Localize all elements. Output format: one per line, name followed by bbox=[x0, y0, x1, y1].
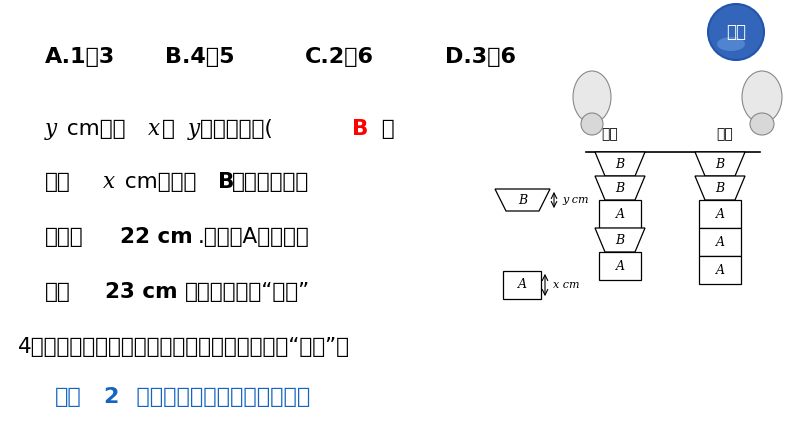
Text: B.4，5: B.4，5 bbox=[165, 47, 234, 67]
Bar bbox=[599, 252, 641, 280]
Text: B: B bbox=[615, 233, 625, 246]
Text: A: A bbox=[715, 236, 724, 249]
Text: A.1，3: A.1，3 bbox=[45, 47, 115, 67]
Text: cm，每块: cm，每块 bbox=[118, 172, 196, 192]
Text: 23 cm: 23 cm bbox=[105, 282, 178, 302]
Ellipse shape bbox=[750, 113, 774, 135]
Ellipse shape bbox=[717, 37, 745, 51]
Polygon shape bbox=[495, 189, 550, 211]
Text: cm，则: cm，则 bbox=[60, 119, 125, 139]
Text: A: A bbox=[715, 263, 724, 277]
Text: 应用: 应用 bbox=[55, 387, 82, 407]
Bar bbox=[699, 256, 741, 284]
Text: 小强: 小强 bbox=[602, 127, 619, 141]
Polygon shape bbox=[595, 176, 645, 200]
Text: y: y bbox=[45, 118, 57, 140]
Ellipse shape bbox=[573, 71, 611, 123]
Text: y cm: y cm bbox=[562, 195, 588, 205]
Text: C.2，6: C.2，6 bbox=[305, 47, 374, 67]
Bar bbox=[503, 271, 541, 299]
Text: B: B bbox=[352, 119, 368, 139]
Text: x: x bbox=[148, 118, 160, 140]
Text: ，: ， bbox=[162, 119, 175, 139]
Text: 几何图形中的数量关系的应用: 几何图形中的数量关系的应用 bbox=[115, 387, 310, 407]
Text: B: B bbox=[518, 194, 527, 207]
Text: 高为: 高为 bbox=[45, 172, 71, 192]
Text: 的值分别为(: 的值分别为( bbox=[200, 119, 287, 139]
Text: 度为: 度为 bbox=[45, 282, 71, 302]
Text: A: A bbox=[715, 207, 724, 220]
Text: y: y bbox=[188, 118, 200, 140]
Ellipse shape bbox=[581, 113, 603, 135]
Text: .设每块A型积木的: .设每块A型积木的 bbox=[198, 227, 310, 247]
Text: B: B bbox=[715, 157, 725, 170]
Text: 返回: 返回 bbox=[726, 23, 746, 41]
Text: 4．如图，小强和小红一起搭积木，小强所搭的“小树”高: 4．如图，小强和小红一起搭积木，小强所搭的“小树”高 bbox=[18, 337, 350, 357]
Polygon shape bbox=[695, 152, 745, 176]
Text: B: B bbox=[218, 172, 234, 192]
Polygon shape bbox=[695, 176, 745, 200]
Text: x cm: x cm bbox=[553, 280, 580, 290]
Circle shape bbox=[708, 4, 764, 60]
Text: 小红: 小红 bbox=[717, 127, 734, 141]
Text: A: A bbox=[518, 278, 526, 291]
Text: 高度为: 高度为 bbox=[45, 227, 83, 247]
Polygon shape bbox=[595, 152, 645, 176]
Text: B: B bbox=[715, 181, 725, 194]
Text: B: B bbox=[615, 157, 625, 170]
Ellipse shape bbox=[742, 71, 782, 123]
Text: ，小红所搭的“小树”: ，小红所搭的“小树” bbox=[185, 282, 310, 302]
Text: D.3，6: D.3，6 bbox=[445, 47, 516, 67]
Bar bbox=[699, 228, 741, 256]
Bar bbox=[599, 200, 641, 228]
Text: 型积木的高为: 型积木的高为 bbox=[232, 172, 309, 192]
Text: A: A bbox=[615, 260, 625, 273]
Text: B: B bbox=[615, 181, 625, 194]
Bar bbox=[699, 200, 741, 228]
Text: ）: ） bbox=[368, 119, 395, 139]
Text: 2: 2 bbox=[103, 387, 118, 407]
Text: x: x bbox=[103, 171, 115, 193]
Polygon shape bbox=[595, 228, 645, 252]
Text: A: A bbox=[615, 207, 625, 220]
Text: 22 cm: 22 cm bbox=[120, 227, 193, 247]
